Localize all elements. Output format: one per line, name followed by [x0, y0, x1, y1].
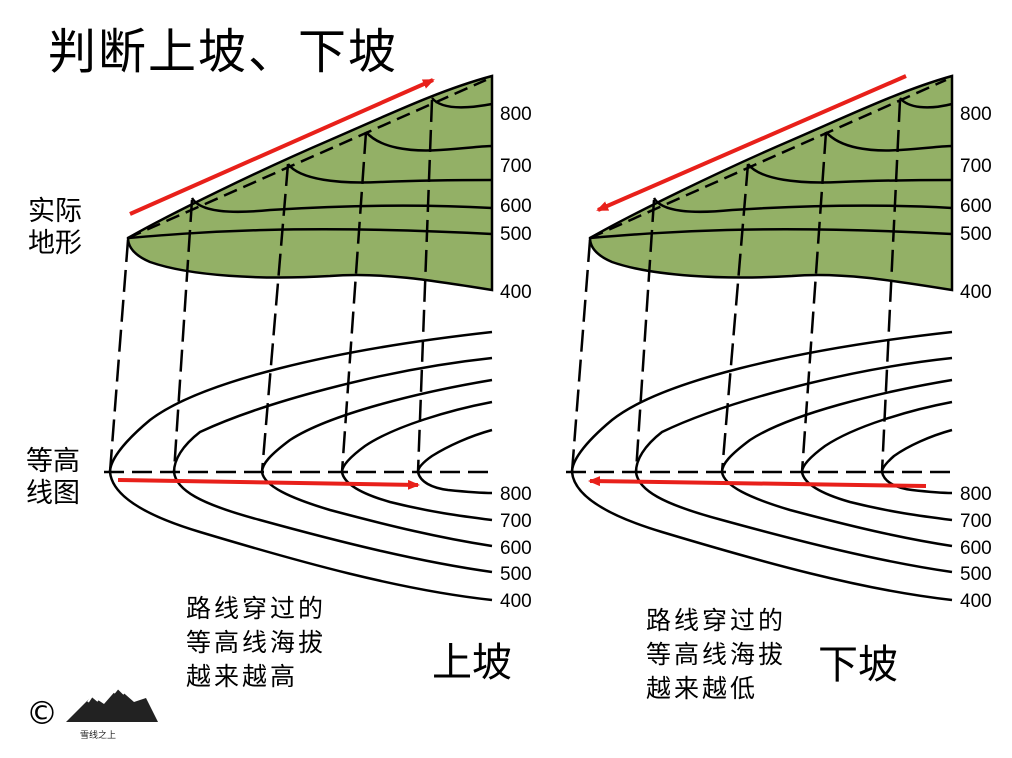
left-contour-elev-700: 700 [500, 511, 532, 532]
terrain-label: 实际 地形 [28, 196, 82, 260]
right-contour-elev-600: 600 [960, 538, 992, 559]
left-caption-line-2: 等高线海拔 [186, 628, 327, 657]
right-terrain-contour-800 [825, 131, 953, 152]
right-terrain-elev-400: 400 [960, 282, 992, 303]
left-terrain-contour-700 [287, 163, 493, 184]
left-contour-600 [260, 378, 493, 548]
right-projection-1 [570, 239, 592, 473]
left-terrain-elev-400: 400 [500, 282, 532, 303]
left-contour-elev-600: 600 [500, 538, 532, 559]
left-contour-elev-400: 400 [500, 591, 532, 612]
left-terrain-elev-500: 500 [500, 224, 532, 245]
left-contour-elev-500: 500 [500, 564, 532, 585]
right-terrain [588, 74, 954, 292]
right-contour-elev-700: 700 [960, 511, 992, 532]
mountain-logo-icon [66, 686, 158, 722]
left-terrain-elev-600: 600 [500, 196, 532, 217]
left-terrain-elev-700: 700 [500, 156, 532, 177]
left-projection-1 [108, 239, 130, 473]
right-terrain-contour-700 [747, 163, 953, 184]
left-caption: 路线穿过的 等高线海拔 越来越高 [186, 592, 326, 694]
right-terrain-shape [588, 74, 954, 292]
left-caption-line-1: 路线穿过的 [186, 594, 327, 623]
right-terrain-elev-700: 700 [960, 156, 992, 177]
right-caption-line-2: 等高线海拔 [646, 640, 787, 669]
left-terrain-arrow [129, 78, 435, 216]
left-contour-map [104, 330, 494, 602]
left-contour-arrow [117, 478, 420, 490]
logo-text: 雪线之上 [80, 731, 117, 741]
left-terrain-route [127, 78, 487, 240]
terrain-label-line-1: 实际 [28, 196, 82, 227]
right-terrain-route [589, 78, 947, 240]
right-contour-elev-400: 400 [960, 591, 992, 612]
right-contour-elev-500: 500 [960, 564, 992, 585]
contour-label-line-1: 等高 [26, 446, 80, 477]
right-projection-3 [720, 163, 750, 473]
right-contour-700 [800, 400, 953, 522]
right-projection-5 [880, 99, 902, 473]
left-terrain-shape [126, 74, 494, 292]
right-caption: 路线穿过的 等高线海拔 越来越低 [646, 604, 786, 706]
right-terrain-contour-600 [652, 197, 953, 214]
left-verdict: 上坡 [432, 640, 512, 686]
right-terrain-elev-500: 500 [960, 224, 992, 245]
left-elevation-labels: 800 700 600 500 400 800 700 600 500 400 [500, 104, 532, 612]
left-projection-3 [260, 163, 290, 473]
right-caption-line-3: 越来越低 [646, 674, 759, 703]
left-contour-400 [108, 330, 493, 602]
right-terrain-arrow [596, 74, 907, 212]
right-contour-elev-800: 800 [960, 484, 992, 505]
left-terrain-contour-800 [365, 131, 493, 152]
right-panel: 800 700 600 500 400 800 700 600 500 400 [566, 74, 992, 612]
left-terrain-contour-top [431, 97, 493, 109]
right-contour-600 [720, 378, 953, 548]
left-contour-800 [416, 428, 493, 495]
left-terrain-contour-600 [190, 197, 493, 214]
right-contour-map [566, 330, 954, 602]
right-verdict: 下坡 [818, 642, 898, 688]
right-terrain-elev-800: 800 [960, 104, 992, 125]
copyright-symbol: © [26, 694, 58, 732]
right-terrain-elev-600: 600 [960, 196, 992, 217]
right-contour-arrow [588, 476, 927, 488]
left-contour-700 [340, 400, 493, 522]
page-title: 判断上坡、下坡 [48, 24, 399, 80]
left-terrain-contour-500 [127, 228, 493, 240]
right-projection-2 [634, 199, 656, 473]
right-caption-line-1: 路线穿过的 [646, 606, 787, 635]
left-caption-line-3: 越来越高 [186, 662, 299, 691]
terrain-label-line-2: 地形 [28, 228, 82, 259]
contour-label: 等高 线图 [26, 446, 80, 510]
left-projection-5 [416, 99, 434, 473]
left-contour-elev-800: 800 [500, 484, 532, 505]
left-projection-2 [172, 199, 194, 473]
left-terrain-elev-800: 800 [500, 104, 532, 125]
right-terrain-contour-500 [589, 228, 953, 240]
right-contour-400 [570, 330, 953, 602]
left-terrain [126, 74, 494, 292]
contour-label-line-2: 线图 [26, 478, 80, 509]
right-elevation-labels: 800 700 600 500 400 800 700 600 500 400 [960, 104, 992, 612]
left-panel: 800 700 600 500 400 800 700 600 500 400 [104, 74, 532, 612]
